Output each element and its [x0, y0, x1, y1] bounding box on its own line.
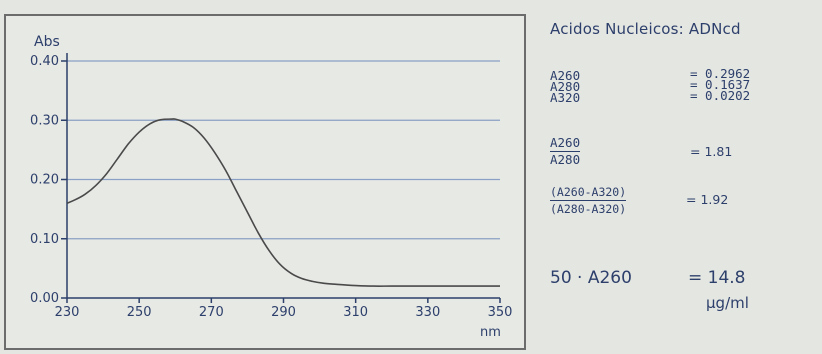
y-tick-label-4: 0.40	[30, 54, 59, 69]
spectrum-chart-panel: 0.00 0.10 0.20 0.30 0.40 230 250 270 290 310 330 35…	[4, 14, 526, 350]
ratio-corrected-value: = 1.92	[686, 192, 729, 207]
x-tick-label-3: 290	[271, 305, 296, 320]
results-panel: Acidos Nucleicos: ADNcd A260 A280 A320 =…	[538, 12, 818, 348]
x-tick-label-0: 230	[55, 305, 80, 320]
y-tick-label-0: 0.00	[30, 291, 59, 306]
x-tick-label-4: 310	[343, 305, 368, 320]
ratio-corrected-denominator: (A280-A320)	[550, 202, 627, 216]
y-tick-label-3: 0.30	[30, 113, 59, 128]
y-tick-label-1: 0.10	[30, 232, 59, 247]
a260-value: = 0.2962	[690, 66, 751, 81]
concentration-label: 50 · A260	[550, 268, 632, 288]
ratio-260-280-numerator: A260	[550, 135, 581, 152]
ratio-corrected: (A260-A320) (A280-A320)	[550, 185, 627, 216]
ratio-260-280-denominator: A280	[550, 152, 581, 167]
ratio-260-280: A260 A280	[550, 135, 581, 167]
absorbance-spectrum-chart: 0.00 0.10 0.20 0.30 0.40 230 250 270 290 310 330 35…	[30, 34, 513, 340]
x-tick-label-6: 350	[488, 305, 513, 320]
method-title: Acidos Nucleicos: ADNcd	[550, 20, 741, 38]
x-tick-label-1: 250	[127, 305, 152, 320]
y-axis-label: Abs	[34, 34, 60, 50]
y-tick-label-2: 0.20	[30, 173, 59, 188]
a320-label: A320	[550, 90, 581, 105]
a260-label: A260	[550, 68, 581, 83]
concentration-value: = 14.8	[688, 268, 746, 288]
absorbance-curve	[66, 118, 500, 287]
a280-label: A280	[550, 79, 581, 94]
x-tick-label-5: 330	[415, 305, 440, 320]
concentration-unit: µg/ml	[706, 294, 749, 312]
x-tick-label-2: 270	[199, 305, 224, 320]
a280-value: = 0.1637	[690, 77, 751, 92]
x-axis-label: nm	[480, 325, 501, 340]
ratio-corrected-numerator: (A260-A320)	[550, 185, 627, 201]
a320-value: = 0.0202	[690, 88, 751, 103]
ratio-260-280-value: = 1.81	[690, 144, 733, 159]
